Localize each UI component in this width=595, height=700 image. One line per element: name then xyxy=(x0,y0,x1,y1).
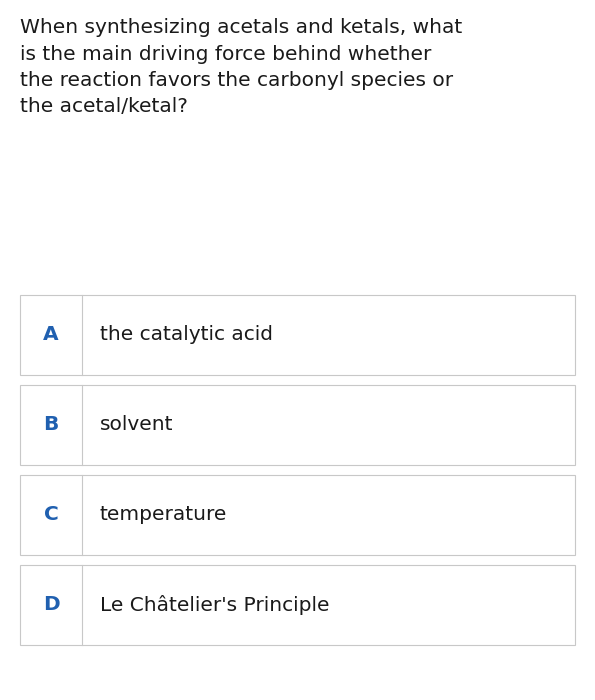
Text: B: B xyxy=(43,416,59,435)
Text: temperature: temperature xyxy=(100,505,227,524)
Text: solvent: solvent xyxy=(100,416,174,435)
Text: A: A xyxy=(43,326,59,344)
Bar xyxy=(20,385,575,465)
Bar xyxy=(20,295,575,375)
Text: When synthesizing acetals and ketals, what
is the main driving force behind whet: When synthesizing acetals and ketals, wh… xyxy=(20,18,462,116)
Text: C: C xyxy=(43,505,58,524)
Text: Le Châtelier's Principle: Le Châtelier's Principle xyxy=(100,595,330,615)
Bar xyxy=(20,565,575,645)
Bar xyxy=(20,475,575,555)
Text: the catalytic acid: the catalytic acid xyxy=(100,326,273,344)
Text: D: D xyxy=(43,596,60,615)
